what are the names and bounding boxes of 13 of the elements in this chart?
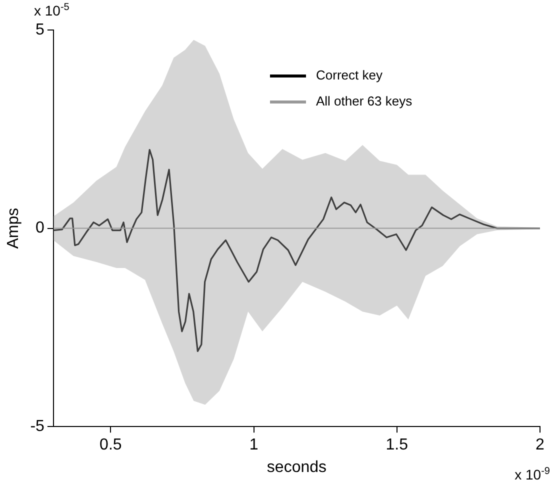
legend-label: All other 63 keys (316, 94, 413, 109)
legend-label: Correct key (316, 68, 383, 83)
x-axis-title: seconds (266, 458, 327, 476)
y-tick-label: 0 (36, 220, 45, 237)
y-axis-title: Amps (5, 208, 22, 249)
x-tick-label: 2 (536, 436, 545, 454)
y-tick-label: 5 (36, 21, 45, 38)
y-tick-label: -5 (30, 418, 45, 436)
x-tick-label: 1 (249, 436, 258, 454)
x-tick-label: 1.5 (386, 436, 408, 454)
text: x 10$^{-9}$ (514, 466, 550, 483)
text: x 10$^{-5}$ (34, 2, 70, 19)
x-tick-label: 0.5 (100, 436, 122, 454)
